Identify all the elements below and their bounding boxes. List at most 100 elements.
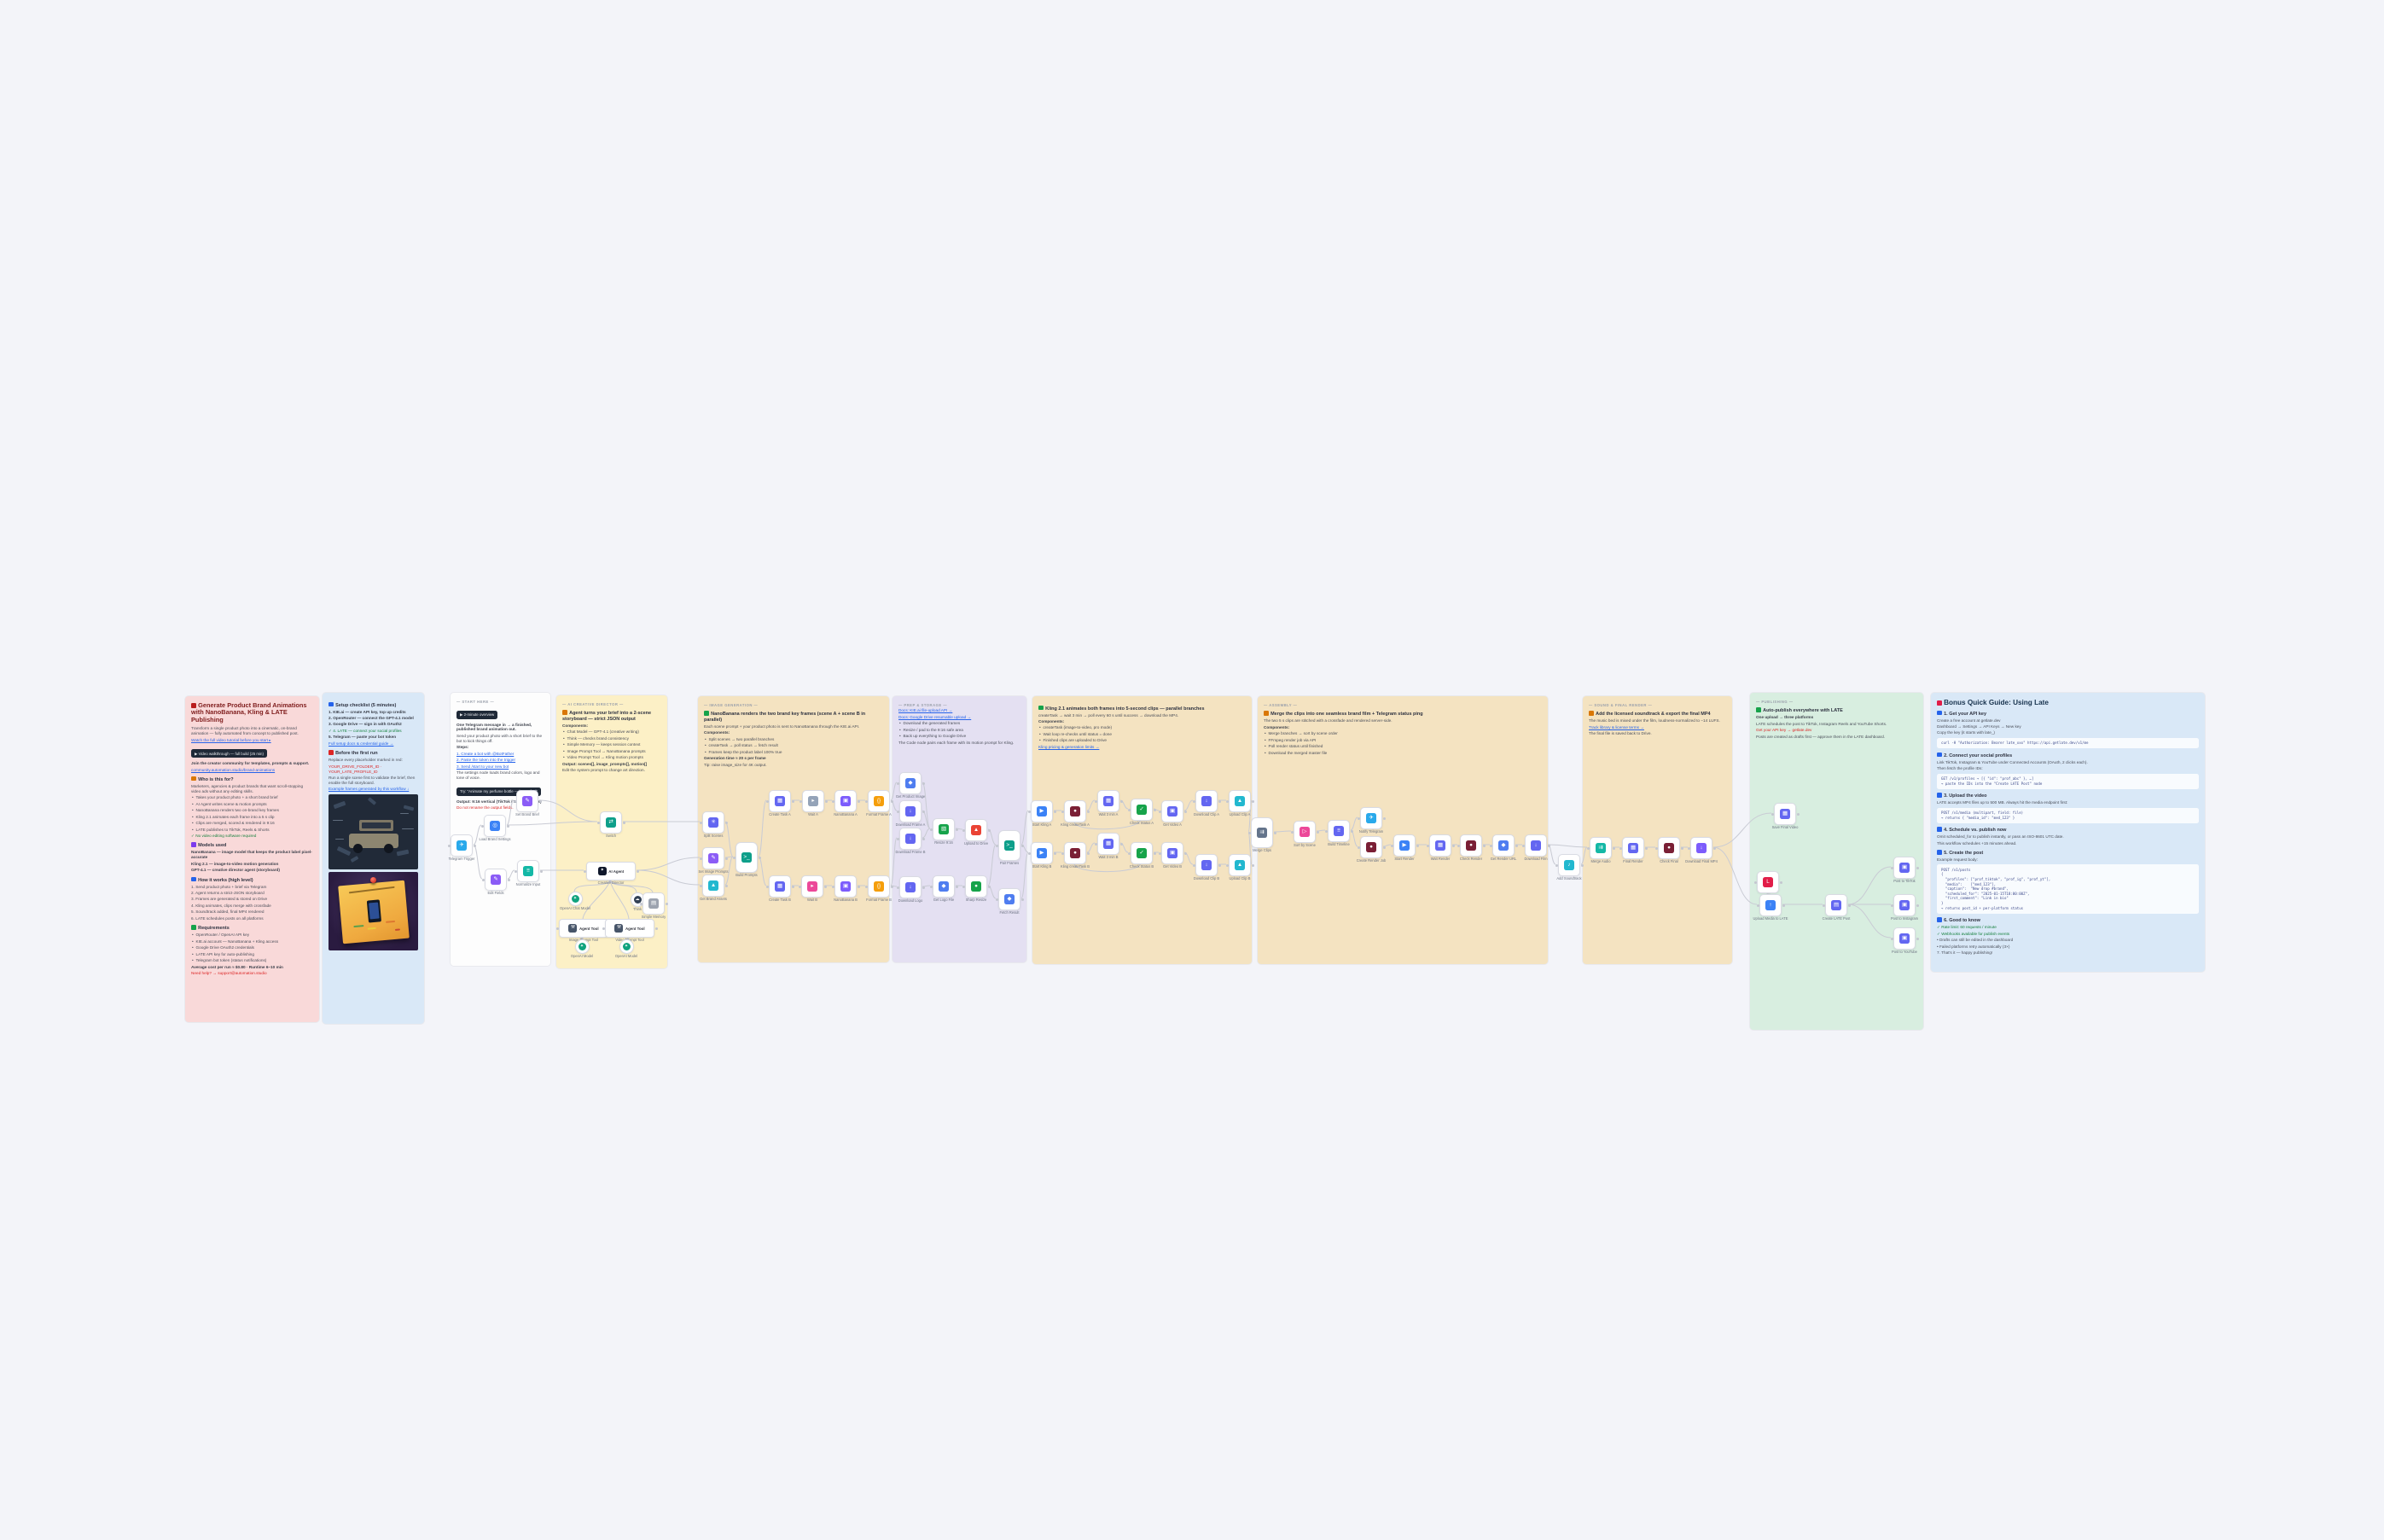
workflow-node-s7[interactable]: ● Check Render bbox=[1457, 834, 1486, 861]
note-text: Transform a single product photo into a … bbox=[191, 726, 299, 736]
workflow-node-t2[interactable]: ◎ Load Brand Settings bbox=[479, 815, 511, 841]
note-text: Marketers, agencies & product brands tha… bbox=[191, 783, 304, 793]
note-late-guide[interactable]: Bonus Quick Guide: Using Late 1. Get your… bbox=[1931, 693, 2205, 972]
workflow-node-p8[interactable]: ◆ Get Logo File bbox=[929, 875, 958, 902]
note-link[interactable]: Full setup docs & credential guide → bbox=[329, 741, 418, 747]
workflow-node-f4[interactable]: ↓ Download Final MP4 bbox=[1685, 837, 1718, 863]
workflow-node-r1[interactable]: ▦ Create Task A bbox=[765, 790, 794, 816]
workflow-node-o4[interactable]: >_ Build Prompts bbox=[732, 842, 761, 877]
code-icon: >_ bbox=[741, 852, 752, 863]
workflow-node-s1[interactable]: ▷ Sort by Scene bbox=[1290, 821, 1319, 847]
workflow-node-o3[interactable]: ▲ Get Brand Assets bbox=[699, 875, 728, 901]
workflow-node-m3[interactable]: ▤ Simple Memory bbox=[639, 892, 668, 919]
workflow-node-k4[interactable]: ✓ Check Status A bbox=[1127, 799, 1156, 825]
workflow-node-s2[interactable]: ≡ Build Timeline bbox=[1324, 820, 1353, 846]
workflow-node-r5[interactable]: ▦ Create Task B bbox=[765, 875, 794, 902]
note-text: ✓ No video editing software required bbox=[191, 834, 257, 839]
workflow-node-t4[interactable]: ≡ Normalize Input bbox=[514, 860, 543, 886]
video-chip[interactable]: ▶ Video walkthrough — full build (25 min… bbox=[191, 749, 267, 758]
note-link[interactable]: Watch the full video tutorial before you… bbox=[191, 738, 313, 743]
workflow-node-s9[interactable]: ↓ Download Film bbox=[1521, 834, 1550, 861]
workflow-node-s4[interactable]: ● Create Render Job bbox=[1357, 836, 1386, 863]
workflow-node-p1[interactable]: ◆ Get Product Image bbox=[896, 772, 925, 799]
workflow-node-k2[interactable]: ● Kling createTask A bbox=[1061, 800, 1090, 827]
node-label: Download Clip A bbox=[1193, 812, 1220, 816]
workflow-node-r2[interactable]: ▸ Wait A bbox=[799, 790, 828, 816]
workflow-node-s5[interactable]: ▶ Start Render bbox=[1390, 834, 1419, 861]
workflow-node-p6[interactable]: ▲ Upload to Drive bbox=[962, 819, 991, 846]
video-chip[interactable]: Try: "Animate my perfume bottle — luxury… bbox=[456, 787, 542, 796]
workflow-node-s0[interactable]: ⇉ Merge Clips bbox=[1247, 817, 1276, 852]
workflow-node-r3[interactable]: ▣ NanoBanana A bbox=[831, 790, 860, 816]
workflow-node-o1[interactable]: ✳ Split Scenes bbox=[699, 811, 728, 838]
workflow-node-r6[interactable]: ▸ Wait B bbox=[798, 875, 827, 902]
workflow-node-k11[interactable]: ✓ Check Status B bbox=[1127, 842, 1156, 869]
note-link[interactable]: community.automation.studio/brand-animat… bbox=[191, 768, 313, 773]
note-soundtrack[interactable]: — SOUND & FINAL RENDER — Add the licensed… bbox=[1583, 696, 1732, 964]
workflow-node-p10[interactable]: ◆ Fetch Result bbox=[995, 888, 1024, 915]
note-kling[interactable]: Kling 2.1 animates both frames into 5-se… bbox=[1032, 696, 1252, 964]
note-text-line: Components: bbox=[562, 724, 661, 729]
workflow-node-t3[interactable]: ✎ Edit Fields bbox=[481, 869, 510, 895]
workflow-node-g3[interactable]: ↑ Upload Media to LATE bbox=[1753, 894, 1788, 921]
note-link[interactable]: Track library & license terms → bbox=[1589, 725, 1726, 730]
workflow-node-f1[interactable]: ⇉ Merge Audio bbox=[1586, 837, 1615, 863]
note-link[interactable]: Docs: Google Drive resumable upload → bbox=[898, 715, 1020, 720]
workflow-node-p7[interactable]: >_ Pair Frames bbox=[995, 830, 1024, 865]
workflow-node-p4[interactable]: ↓ Download Logo bbox=[896, 876, 925, 903]
note-link[interactable]: 2. Paste the token into the trigger bbox=[456, 758, 544, 763]
workflow-node-p5[interactable]: ▧ Resize 9:16 bbox=[929, 818, 958, 845]
workflow-node-g1[interactable]: ▦ Save Final Video bbox=[1771, 803, 1800, 829]
workflow-node-f3[interactable]: ● Check Final bbox=[1654, 837, 1683, 863]
note-text-line: Kling 2.1 — image-to-video motion genera… bbox=[191, 862, 313, 867]
note-setup[interactable]: Setup checklist (5 minutes) 1. KIE.ai — c… bbox=[323, 693, 424, 1024]
workflow-node-g7[interactable]: ▣ Post to YouTube bbox=[1890, 927, 1919, 954]
workflow-node-c1[interactable]: ✦ OpenAI Model bbox=[571, 939, 593, 957]
workflow-node-x1[interactable]: ♪ Add Soundtrack bbox=[1555, 854, 1584, 880]
note-text-line: createTask → wait 3 min → poll every 60 … bbox=[1038, 713, 1246, 718]
workflow-node-r4[interactable]: {} Format Frame A bbox=[864, 790, 893, 816]
note-link[interactable]: Kling pricing & generation limits → bbox=[1038, 745, 1246, 750]
workflow-node-s6[interactable]: ▦ Wait Render bbox=[1426, 834, 1455, 861]
workflow-node-r8[interactable]: {} Format Frame B bbox=[864, 875, 893, 902]
workflow-node-k5[interactable]: ▣ Get Video A bbox=[1158, 800, 1187, 827]
workflow-node-ag[interactable]: ✦ AI Agent Creative Director bbox=[583, 862, 639, 885]
workflow-node-c2[interactable]: ✦ OpenAI Model bbox=[615, 939, 637, 957]
workflow-node-m1[interactable]: ✦ OpenAI Chat Model bbox=[560, 891, 590, 909]
note-overview[interactable]: Generate Product Brand Animations with N… bbox=[185, 696, 319, 1022]
workflow-node-p2[interactable]: ↓ Download Frame A bbox=[896, 800, 925, 827]
workflow-node-g6[interactable]: ▣ Post to Instagram bbox=[1890, 894, 1919, 921]
workflow-node-k12[interactable]: ▣ Get Video B bbox=[1158, 842, 1187, 869]
note-link[interactable]: 3. Send /start to your new bot bbox=[456, 764, 544, 770]
note-link[interactable]: 1. Create a bot with @BotFather bbox=[456, 752, 544, 757]
workflow-node-k3[interactable]: ▦ Wait 3 min A bbox=[1094, 790, 1123, 816]
workflow-node-sa2[interactable]: ⚒ Agent Tool Video Prompt Tool bbox=[602, 919, 658, 942]
workflow-node-t1[interactable]: ✈ Telegram Trigger bbox=[447, 834, 476, 861]
workflow-node-f2[interactable]: ▦ Final Render bbox=[1619, 837, 1648, 863]
workflow-node-k6[interactable]: ↓ Download Clip A bbox=[1192, 790, 1221, 816]
workflow-node-r7[interactable]: ▣ NanoBanana B bbox=[831, 875, 860, 902]
workflow-node-k8[interactable]: ▶ Start Kling B bbox=[1027, 842, 1056, 869]
workflow-node-t5[interactable]: ✎ Set Brand Brief bbox=[513, 790, 542, 816]
workflow-node-k7[interactable]: ▲ Upload Clip A bbox=[1225, 790, 1254, 816]
workflow-node-sw[interactable]: ⇄ Switch bbox=[596, 811, 625, 838]
note-link[interactable]: Example frames generated by this workflo… bbox=[329, 787, 418, 792]
video-chip[interactable]: ▶ 2-minute overview bbox=[456, 710, 498, 719]
workflow-node-k10[interactable]: ▦ Wait 3 min B bbox=[1094, 833, 1123, 859]
note-link[interactable]: Docs: KIE.ai file-upload API → bbox=[898, 708, 1020, 713]
workflow-node-g2[interactable]: LLATE bbox=[1753, 871, 1782, 898]
workflow-node-k13[interactable]: ↓ Download Clip B bbox=[1192, 854, 1221, 880]
workflow-node-g4[interactable]: ▤ Create LATE Post bbox=[1822, 894, 1851, 921]
workflow-node-k1[interactable]: ▶ Start Kling A bbox=[1027, 800, 1056, 827]
workflow-node-s3[interactable]: ✈ Notify Telegram bbox=[1357, 807, 1386, 834]
workflow-node-p3[interactable]: ↓ Download Frame B bbox=[895, 828, 926, 854]
workflow-node-p9[interactable]: ● Sharp Resize bbox=[962, 875, 991, 902]
workflow-node-k14[interactable]: ▲ Upload Clip B bbox=[1225, 854, 1254, 880]
note-text-line: KIE.ai account — NanoBanana + Kling acce… bbox=[191, 939, 313, 944]
workflow-node-o2[interactable]: ✎ Set Image Prompts bbox=[698, 847, 729, 874]
workflow-node-g5[interactable]: ▣ Post to TikTok bbox=[1890, 857, 1919, 883]
workflow-node-s8[interactable]: ◆ Get Render URL bbox=[1489, 834, 1518, 861]
workflow-node-k9[interactable]: ● Kling createTask B bbox=[1061, 842, 1090, 869]
